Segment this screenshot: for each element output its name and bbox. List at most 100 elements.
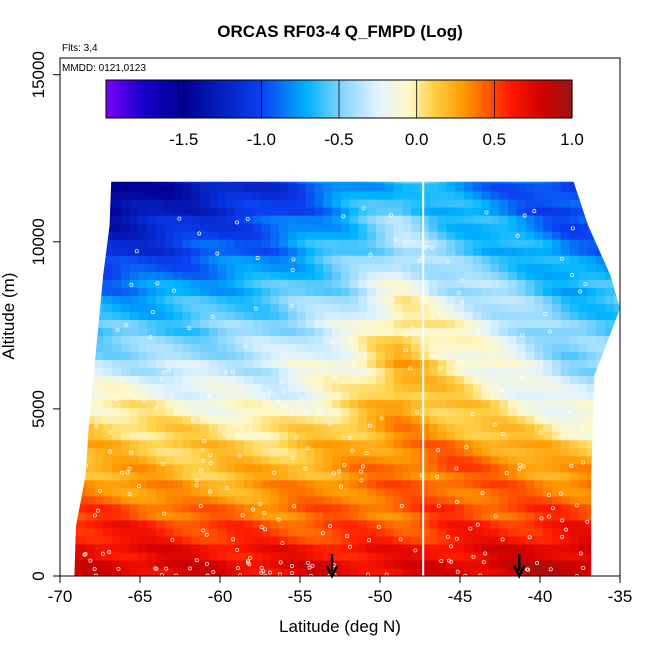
heat-cell	[358, 479, 368, 489]
heat-cell	[525, 511, 535, 521]
heat-cell	[411, 503, 421, 513]
heat-cell	[508, 495, 518, 505]
heat-cell	[138, 181, 148, 184]
sample-point	[377, 524, 381, 529]
heat-cell	[393, 471, 403, 481]
heat-cell	[393, 181, 403, 184]
colorbar-tick-label: -1.5	[169, 130, 198, 149]
x-tick-label: -45	[448, 587, 473, 606]
sample-point	[258, 501, 263, 506]
heat-cell	[499, 239, 509, 248]
heat-cell	[516, 559, 527, 569]
heat-cell	[543, 383, 553, 393]
heat-cell	[217, 319, 227, 328]
heat-cell	[244, 423, 254, 433]
heat-cell	[411, 455, 421, 465]
heat-cell	[367, 551, 377, 561]
heat-cell	[191, 223, 201, 232]
heat-cell	[411, 231, 421, 240]
heat-cell	[305, 279, 315, 288]
heat-cell	[437, 319, 447, 328]
heat-cell	[120, 295, 131, 304]
heat-cell	[120, 231, 131, 240]
heat-cell	[226, 343, 236, 353]
heat-cell	[244, 207, 254, 216]
heat-cell	[138, 287, 148, 296]
heat-cell	[279, 447, 289, 457]
heat-cell	[138, 399, 148, 409]
heat-cell	[156, 543, 166, 553]
heat-cell	[560, 503, 571, 513]
heat-cell	[138, 223, 148, 232]
heat-cell	[164, 567, 175, 576]
heat-cell	[596, 231, 606, 240]
heat-cell	[270, 503, 280, 513]
heat-cell	[305, 399, 315, 409]
heat-cell	[85, 231, 95, 240]
heat-cell	[402, 263, 412, 272]
heat-cell	[499, 327, 509, 336]
colorbar-segment	[525, 80, 530, 118]
heat-cell	[120, 455, 131, 465]
heat-cell	[226, 311, 236, 320]
sample-point	[276, 517, 281, 522]
heat-cell	[147, 263, 157, 272]
heat-cell	[367, 199, 377, 208]
heat-cell	[147, 367, 157, 377]
heat-cell	[261, 487, 271, 497]
heat-cell	[525, 415, 535, 425]
heat-cell	[173, 503, 183, 513]
heat-cell	[164, 279, 175, 288]
heat-cell	[103, 455, 113, 465]
heat-cell	[120, 215, 131, 224]
sample-point	[585, 519, 590, 524]
heat-cell	[323, 215, 333, 224]
heat-cell	[402, 287, 412, 296]
heat-cell	[455, 399, 465, 409]
heat-cell	[560, 527, 571, 537]
heat-cell	[182, 207, 192, 216]
heat-cell	[508, 231, 518, 240]
heat-cell	[525, 239, 535, 248]
heat-cell	[208, 335, 219, 344]
heat-cell	[200, 359, 210, 369]
sample-point	[468, 526, 473, 531]
heat-cell	[499, 182, 509, 192]
heat-cell	[367, 423, 377, 433]
heat-cell	[411, 551, 421, 561]
heat-cell	[376, 247, 386, 256]
heat-cell	[252, 503, 263, 513]
heat-cell	[455, 199, 465, 208]
heat-cell	[358, 343, 368, 353]
heat-cell	[384, 215, 395, 224]
heat-cell	[604, 239, 615, 248]
heat-cell	[552, 182, 562, 192]
heat-cell	[552, 359, 562, 369]
sample-point	[120, 377, 125, 382]
heat-cell	[420, 511, 430, 521]
heat-cell	[173, 287, 183, 296]
heat-cell	[349, 567, 359, 576]
sample-point	[94, 424, 99, 429]
heat-cell	[279, 287, 289, 296]
heat-cell	[543, 255, 553, 264]
heat-cell	[191, 471, 201, 481]
heat-cell	[367, 495, 377, 505]
heat-cell	[200, 191, 210, 200]
heat-cell	[94, 511, 104, 521]
heat-cell	[420, 367, 430, 377]
heat-cell	[120, 335, 131, 344]
heat-cell	[74, 431, 78, 441]
heat-cell	[314, 551, 324, 561]
heat-cell	[437, 295, 447, 304]
sample-point	[341, 214, 346, 219]
heat-cell	[200, 295, 210, 304]
x-tick-label: -55	[288, 587, 313, 606]
heat-cell	[252, 181, 263, 184]
heat-cell	[252, 455, 263, 465]
colorbar-segment	[300, 80, 305, 118]
heat-cell	[552, 567, 562, 576]
heat-cell	[305, 471, 315, 481]
x-tick-label: -40	[528, 587, 553, 606]
heat-cell	[235, 215, 245, 224]
